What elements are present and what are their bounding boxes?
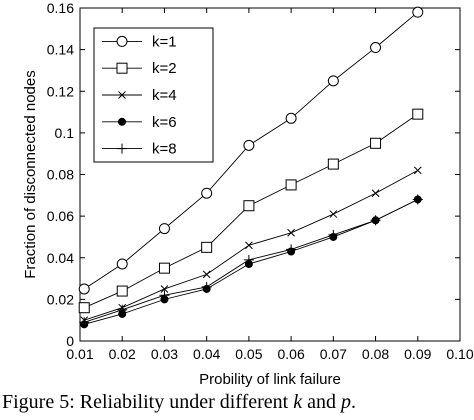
- y-tick-label-6: 0.12: [47, 83, 74, 99]
- data-point-k=4-7: [371, 189, 380, 198]
- legend: k=1 k=2 k=4 k=6 k=8: [93, 27, 214, 163]
- series-k=2: [78, 108, 424, 314]
- caption-suffix: .: [351, 391, 357, 413]
- legend-marker-k=6: [118, 117, 126, 126]
- axis-tick-labels: 0.01 0.02 0.03 0.04 0.05 0.06 0.07 0.08 0.09 0.10…: [47, 0, 474, 362]
- series-layer: [78, 6, 424, 329]
- legend-label-k=4: k=4: [152, 87, 177, 104]
- data-point-k=2-4: [243, 200, 255, 212]
- x-tick-label-8: 0.09: [404, 346, 431, 362]
- data-point-k=4-8: [413, 166, 422, 175]
- y-tick-label-7: 0.14: [47, 42, 74, 58]
- y-tick-label-4: 0.08: [47, 167, 74, 183]
- data-point-k=2-0: [78, 302, 90, 314]
- y-tick-label-8: 0.16: [47, 0, 74, 16]
- data-point-k=1-4: [243, 139, 255, 151]
- caption-prefix: Figure 5: Reliability under different: [2, 391, 294, 413]
- legend-marker-k=4: [118, 91, 126, 99]
- y-tick-label-0: 0: [66, 333, 74, 349]
- data-point-k=2-6: [327, 158, 339, 170]
- data-point-k=8-3: [201, 281, 212, 292]
- caption-var-p: p: [341, 391, 352, 413]
- data-point-k=8-0: [79, 317, 90, 328]
- legend-marker-k=1: [116, 35, 128, 47]
- data-point-k=1-2: [158, 223, 170, 235]
- data-point-k=4-3: [202, 270, 211, 279]
- x-tick-label-0: 0.01: [66, 346, 93, 362]
- y-tick-label-5: 0.1: [55, 125, 75, 141]
- axis-ticks: [79, 7, 461, 342]
- data-point-k=4-6: [329, 210, 338, 218]
- y-tick-label-1: 0.02: [47, 291, 74, 307]
- data-point-k=4-5: [287, 228, 295, 237]
- data-point-k=2-5: [285, 179, 297, 191]
- x-axis-label: Probility of link failure: [199, 371, 341, 388]
- legend-label-k=6: k=6: [152, 114, 177, 131]
- data-point-k=1-0: [78, 283, 90, 295]
- data-point-k=1-3: [201, 187, 213, 199]
- x-tick-label-4: 0.05: [235, 346, 262, 362]
- data-point-k=4-4: [245, 241, 253, 250]
- x-tick-label-9: 0.10: [446, 346, 473, 362]
- data-point-k=2-7: [370, 137, 382, 149]
- legend-marker-k=8: [117, 143, 127, 154]
- x-tick-label-2: 0.03: [151, 346, 178, 362]
- data-point-k=1-8: [412, 6, 424, 18]
- x-tick-label-5: 0.06: [277, 346, 304, 362]
- legend-label-k=1: k=1: [152, 33, 177, 50]
- legend-label-k=2: k=2: [152, 60, 177, 77]
- x-tick-label-3: 0.04: [193, 346, 220, 362]
- data-point-k=8-4: [243, 254, 254, 265]
- data-point-k=4-2: [160, 285, 169, 293]
- data-point-k=8-1: [117, 304, 128, 315]
- y-tick-label-3: 0.06: [47, 208, 74, 224]
- figure-caption: Figure 5: Reliability under different k …: [2, 391, 472, 414]
- y-axis-label: Fraction of disconnected nodes: [22, 70, 39, 278]
- data-point-k=2-8: [412, 108, 424, 120]
- series-k=8: [79, 194, 423, 328]
- x-tick-label-6: 0.07: [320, 346, 347, 362]
- data-point-k=2-2: [158, 262, 170, 274]
- legend-label-k=8: k=8: [152, 141, 177, 158]
- data-point-k=8-6: [328, 229, 339, 240]
- series-k=1: [78, 6, 424, 295]
- data-point-k=8-8: [412, 194, 423, 205]
- x-tick-label-7: 0.08: [362, 346, 389, 362]
- legend-marker-k=2: [116, 62, 128, 74]
- data-point-k=8-7: [370, 215, 381, 226]
- data-point-k=8-2: [159, 290, 170, 301]
- caption-middle: and: [302, 391, 342, 413]
- data-point-k=1-1: [116, 258, 128, 270]
- data-point-k=1-7: [370, 42, 382, 54]
- data-point-k=2-1: [116, 285, 128, 297]
- data-point-k=1-6: [327, 75, 339, 87]
- data-point-k=8-5: [286, 244, 297, 255]
- data-point-k=1-5: [285, 112, 297, 124]
- caption-var-k: k: [293, 391, 303, 413]
- data-point-k=2-3: [201, 241, 213, 253]
- x-tick-label-1: 0.02: [109, 346, 136, 362]
- y-tick-label-2: 0.04: [47, 250, 74, 266]
